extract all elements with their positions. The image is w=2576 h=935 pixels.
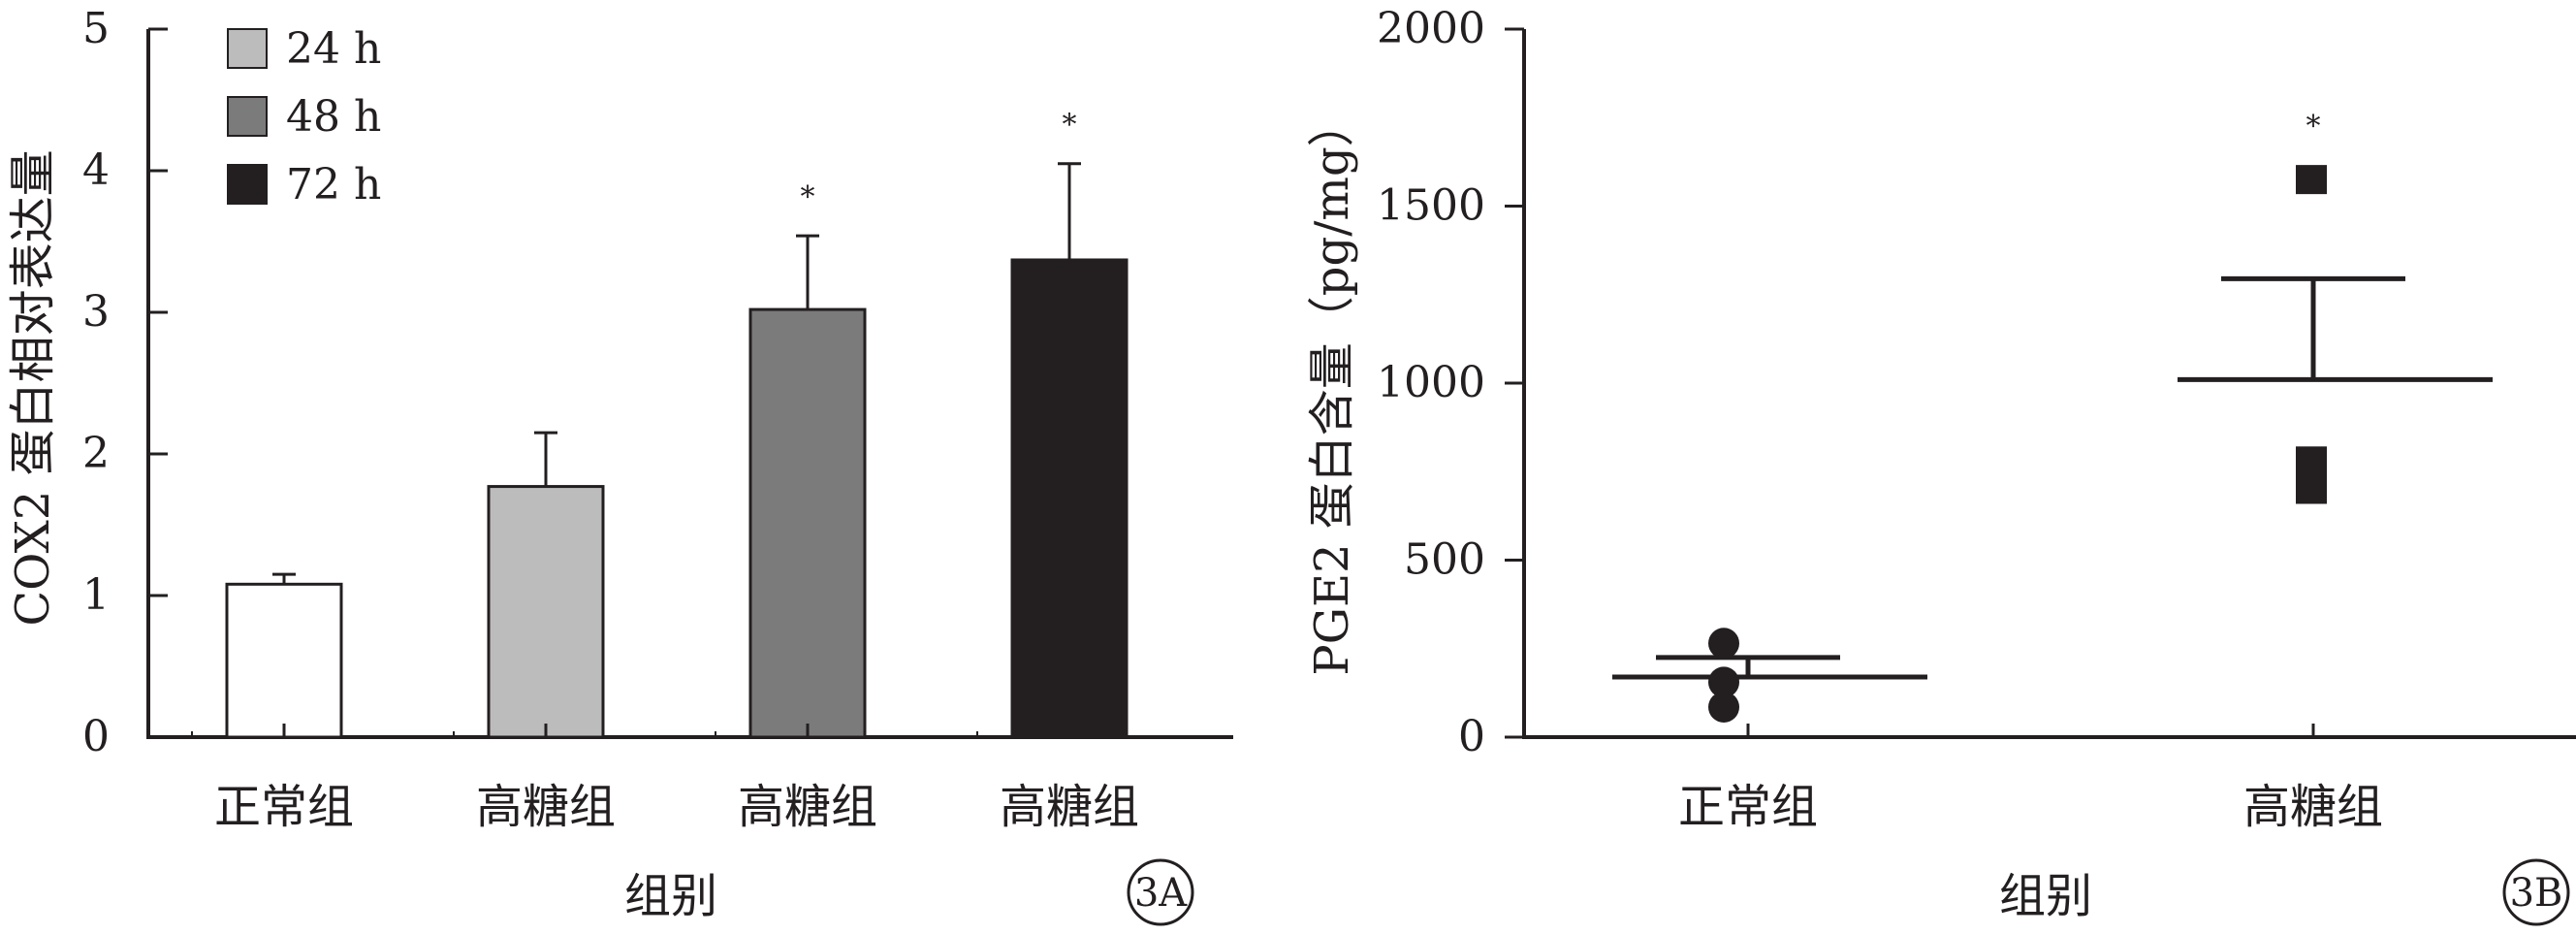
data-point [2296,446,2327,476]
significance-marker: * [801,180,815,214]
y-tick-label: 2000 [1377,4,1485,53]
x-tick-label: 高糖组 [476,780,616,834]
data-point [2296,474,2327,504]
bar-group: 高糖组 [453,431,616,834]
x-tick-label: 正常组 [1678,780,1818,834]
y-tick-label: 500 [1404,535,1485,585]
data-groups: 正常组 * 高糖组 [1612,110,2493,834]
y-tick-label: 1500 [1377,181,1485,231]
legend-swatch [227,28,268,69]
x-axis-title: 组别 [1999,869,2092,923]
x-tick-label: 正常组 [214,780,354,834]
y-tick-label: 5 [82,4,110,53]
y-axis-title: COX2 蛋白相对表达量 [6,149,60,626]
y-tick-label: 0 [82,712,110,761]
data-point [1708,666,1739,698]
x-tick-label: 高糖组 [2243,780,2383,834]
panel-label-badge: 3A [1127,858,1194,926]
legend-swatch [227,164,268,205]
bar [748,307,867,739]
panel-3b-scatter-chart: 0 500 1000 1500 2000 正常组 * 高糖组 组别 PGE2 蛋白含量（pg… [1305,4,2576,926]
x-tick-label: 高糖组 [1000,780,1139,834]
bar-group: * 高糖组 [976,109,1139,834]
bars: 正常组 高糖组 * 高糖组 * 高糖组 [191,109,1139,834]
x-tick-label: 高糖组 [738,780,877,834]
legend-label: 24 h [286,24,381,74]
group: 正常组 [1612,628,1927,834]
y-tick-label: 3 [82,287,110,337]
y-tick-label: 1000 [1377,358,1485,407]
data-point [1708,691,1739,723]
legend: 24 h 48 h 72 h [227,24,381,210]
panel-label-circle [1127,858,1194,926]
data-point [2296,165,2327,195]
y-tick-labels: 0 500 1000 1500 2000 [1377,4,1524,761]
panel-label-badge: 3B [2502,858,2570,926]
bar [487,485,605,739]
panel-3a-bar-chart: 0 1 2 3 4 5 正常组 高糖组 * 高糖组 * 高糖组 24 h 48 h 72 h 组别 CO… [6,4,1233,926]
y-axis-title: PGE2 蛋白含量（pg/mg） [1305,100,1359,675]
bar [1010,258,1129,739]
bar-group: * 高糖组 [715,180,877,834]
group: * 高糖组 [2178,110,2493,834]
significance-marker: * [1063,109,1077,143]
data-point [1708,628,1739,660]
panel-label: 3B [2510,871,2563,916]
significance-marker: * [2306,110,2321,144]
x-axis-title: 组别 [624,869,717,923]
legend-label: 72 h [286,160,381,210]
y-tick-label: 1 [82,570,110,620]
y-tick-labels: 0 1 2 3 4 5 [82,4,168,761]
bar [225,582,343,739]
bar-group: 正常组 [191,572,354,834]
y-tick-label: 2 [82,429,110,478]
y-tick-label: 0 [1458,712,1485,761]
panel-label-circle [2502,858,2570,926]
panel-label: 3A [1134,871,1188,916]
legend-swatch [227,96,268,137]
y-tick-label: 4 [82,145,110,195]
legend-label: 48 h [286,92,381,142]
